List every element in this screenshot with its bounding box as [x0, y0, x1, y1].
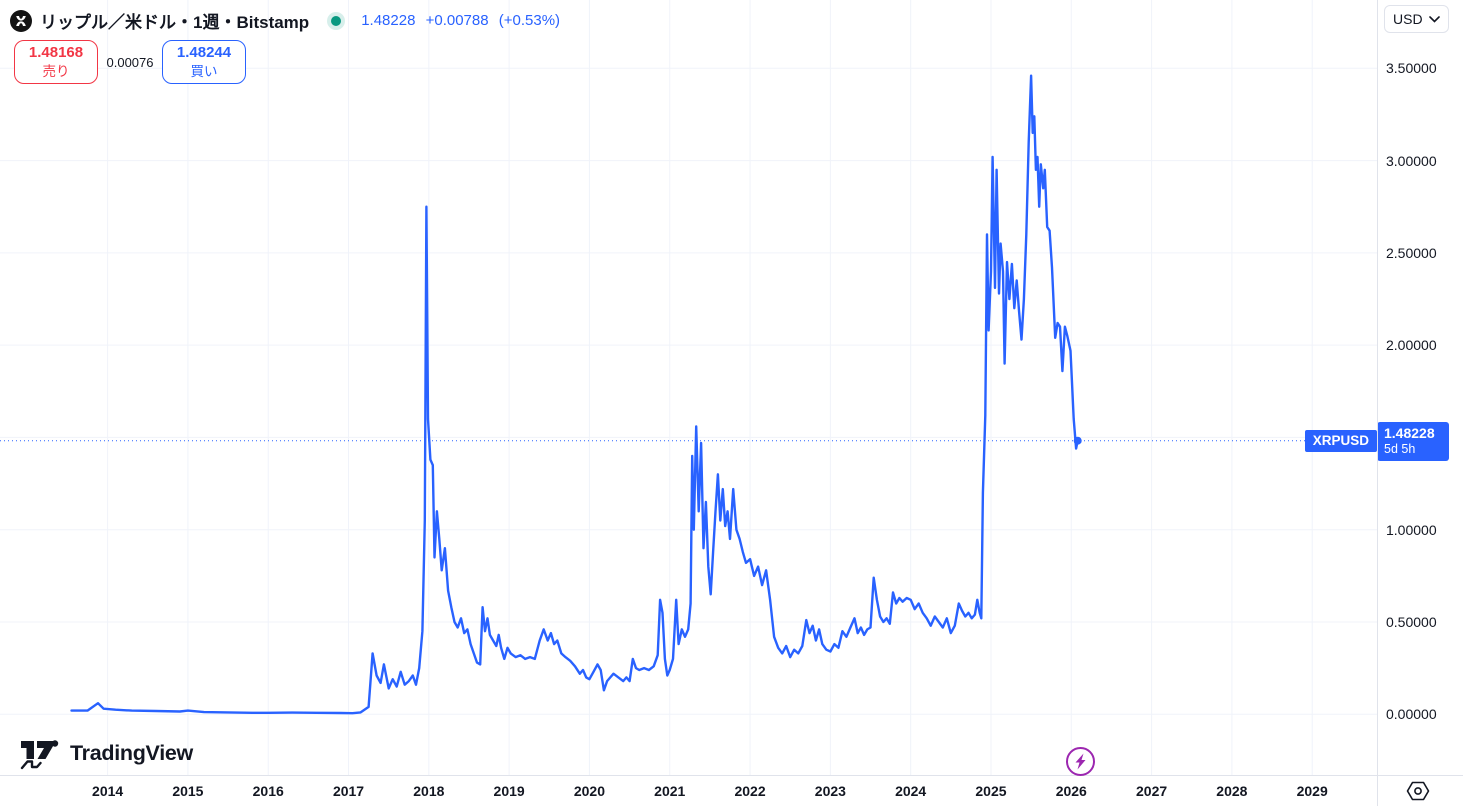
current-price-value: 1.48228 — [1384, 424, 1435, 441]
time-axis-label: 2018 — [413, 783, 445, 799]
tradingview-logo[interactable]: TradingView — [20, 737, 193, 770]
price-change-percent: (+0.53%) — [498, 12, 561, 29]
time-axis-label: 2016 — [252, 783, 284, 799]
price-line-series — [70, 74, 1079, 715]
time-axis-label: 2023 — [814, 783, 846, 799]
bar-close-countdown: 5d 5h — [1384, 441, 1416, 456]
lightning-icon[interactable] — [1066, 747, 1095, 776]
lightning-bolt-glyph — [1075, 753, 1086, 770]
time-axis-label: 2014 — [92, 783, 124, 799]
time-axis-label: 2024 — [895, 783, 927, 799]
sell-button[interactable]: 1.48168 売り — [14, 40, 98, 84]
sell-price: 1.48168 — [28, 44, 84, 61]
tradingview-logo-text: TradingView — [70, 741, 193, 765]
time-axis[interactable]: 2014 2015 2016 2017 2018 2019 2020 2021 2022 2023… — [0, 775, 1463, 806]
time-axis-label: 2026 — [1055, 783, 1087, 799]
time-axis-label: 2027 — [1136, 783, 1168, 799]
time-axis-label: 2020 — [573, 783, 606, 799]
time-axis-label: 2015 — [172, 783, 204, 799]
axis-settings-icon[interactable] — [1406, 781, 1430, 801]
time-axis-label: 2029 — [1296, 783, 1328, 799]
price-axis-label: 1.00000 — [1386, 521, 1437, 538]
price-chart[interactable] — [0, 0, 1377, 775]
time-axis-label: 2017 — [332, 783, 365, 799]
price-axis[interactable]: USD 3.50000 3.00000 2.50000 2.00000 1.00000 0… — [1377, 0, 1463, 775]
price-axis-label: 0.00000 — [1386, 706, 1437, 723]
time-axis-label: 2021 — [654, 783, 686, 799]
tradingview-logo-icon — [20, 740, 59, 770]
time-axis-label: 2025 — [975, 783, 1007, 799]
buy-label: 買い — [190, 64, 218, 79]
price-axis-label: 3.50000 — [1386, 60, 1437, 77]
price-axis-label: 3.00000 — [1386, 152, 1437, 169]
current-price-badge: 1.48228 5d 5h — [1377, 421, 1449, 461]
sell-label: 売り — [42, 64, 70, 79]
chart-header: リップル／米ドル・1週・Bitstamp 1.48228 +0.00788 (+… — [0, 0, 566, 84]
chart-plot-area[interactable]: XRPUSD — [0, 0, 1377, 775]
market-status-icon[interactable] — [331, 15, 342, 26]
price-axis-label: 0.50000 — [1386, 613, 1437, 630]
last-price-dot — [1073, 436, 1082, 445]
time-axis-label: 2028 — [1216, 783, 1248, 799]
current-price-symbol-label: XRPUSD — [1304, 429, 1377, 452]
price-axis-label: 2.00000 — [1386, 337, 1437, 354]
price-axis-label: 2.50000 — [1386, 244, 1437, 261]
currency-dropdown-value: USD — [1393, 11, 1423, 27]
axis-separator — [1377, 0, 1378, 806]
symbol-title[interactable]: リップル／米ドル・1週・Bitstamp — [40, 13, 310, 32]
price-change: +0.00788 — [425, 12, 489, 29]
buy-button[interactable]: 1.48244 買い — [162, 40, 246, 84]
time-axis-label: 2019 — [493, 783, 525, 799]
currency-dropdown[interactable]: USD — [1384, 5, 1449, 33]
last-price-info: 1.48228 +0.00788 (+0.53%) — [361, 12, 566, 29]
xrp-logo-icon — [10, 9, 32, 32]
time-axis-label: 2022 — [734, 783, 766, 799]
chevron-down-icon — [1429, 15, 1440, 23]
last-price: 1.48228 — [361, 12, 416, 29]
buy-price: 1.48244 — [176, 44, 232, 61]
spread-value: 0.00076 — [106, 54, 154, 70]
